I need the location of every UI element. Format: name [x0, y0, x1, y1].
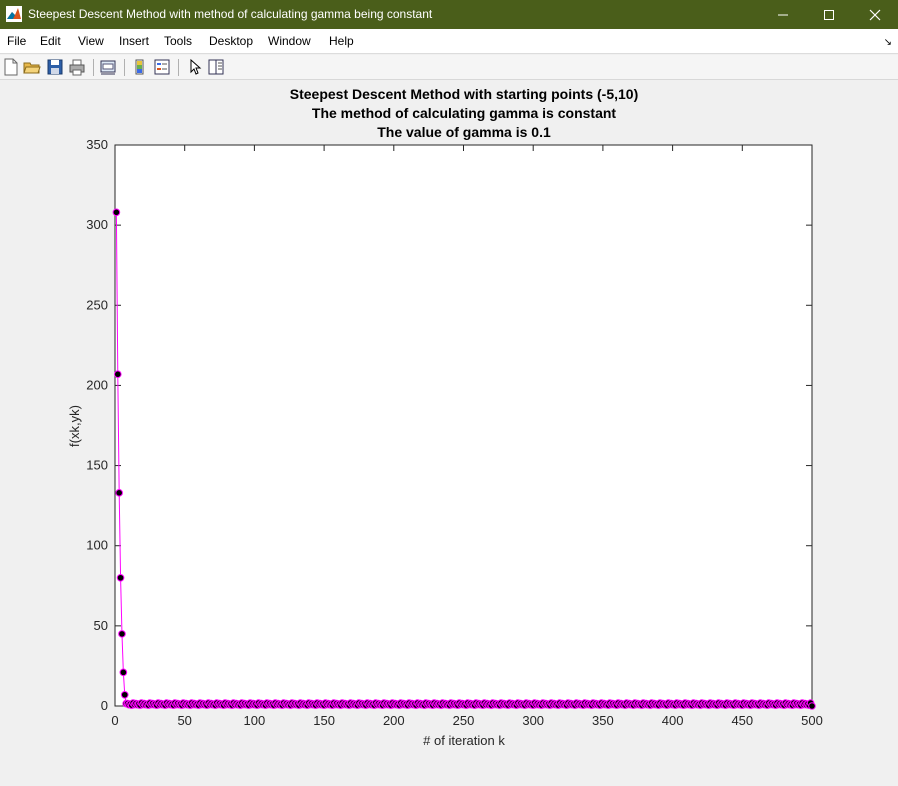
menu-help[interactable]: Help: [329, 34, 354, 48]
data-point: [112, 208, 121, 217]
minimize-button[interactable]: [760, 0, 806, 29]
y-tick-label: 350: [86, 137, 108, 152]
figure-canvas: Steepest Descent Method with starting po…: [0, 81, 898, 781]
menu-tools[interactable]: Tools: [164, 34, 193, 48]
menu-insert[interactable]: Insert: [119, 34, 150, 48]
data-point: [115, 489, 123, 497]
y-tick-label: 50: [94, 618, 108, 633]
x-tick-label: 450: [731, 713, 753, 728]
y-tick-label: 150: [86, 458, 108, 473]
print-button[interactable]: [68, 58, 86, 76]
x-tick-label: 300: [522, 713, 544, 728]
pointer-button[interactable]: [186, 58, 204, 76]
y-tick-label: 200: [86, 377, 108, 392]
menu-bar: File Edit View Insert Tools Desktop Wind…: [0, 29, 898, 54]
data-point: [119, 668, 128, 677]
x-tick-label: 250: [453, 713, 475, 728]
x-tick-label: 100: [244, 713, 266, 728]
menu-window[interactable]: Window: [268, 34, 311, 48]
x-tick-label: 150: [313, 713, 335, 728]
legend-button[interactable]: [153, 58, 171, 76]
dock-arrow-icon[interactable]: ↘: [883, 37, 892, 48]
series-markers: [112, 208, 816, 710]
figure-toolbar: [0, 55, 898, 80]
data-point: [116, 573, 125, 582]
menu-desktop[interactable]: Desktop: [209, 34, 254, 48]
data-point: [118, 630, 126, 638]
window-title: Steepest Descent Method with method of c…: [28, 7, 433, 21]
title-bar: Steepest Descent Method with method of c…: [0, 0, 898, 29]
pointer-icon: [190, 58, 202, 75]
legend-icon: [154, 59, 170, 75]
y-tick-label: 250: [86, 297, 108, 312]
maximize-icon: [824, 9, 834, 20]
save-button[interactable]: [46, 58, 64, 76]
data-point: [113, 370, 122, 379]
matlab-icon: [6, 6, 22, 22]
open-file-button[interactable]: [23, 58, 41, 76]
menu-file[interactable]: File: [7, 34, 27, 48]
new-figure-icon: [4, 58, 18, 76]
x-tick-label: 200: [383, 713, 405, 728]
axes-box: [114, 144, 813, 707]
property-inspector-icon: [208, 59, 224, 75]
plot-area[interactable]: Steepest Descent Method with starting po…: [0, 81, 898, 781]
menu-edit[interactable]: Edit: [40, 34, 61, 48]
x-tick-label: 0: [111, 713, 118, 728]
data-point: [808, 702, 816, 710]
y-axis-label: f(xk,yk): [67, 405, 82, 447]
data-point: [120, 690, 129, 699]
chart-title-line-1: Steepest Descent Method with starting po…: [290, 86, 639, 102]
y-ticks: 0 50 100 150 200 250 300 350: [86, 137, 812, 713]
property-inspector-button[interactable]: [207, 58, 225, 76]
link-plot-icon: [100, 60, 116, 75]
toolbar-separator: [124, 59, 125, 76]
chart-title-line-2: The method of calculating gamma is const…: [312, 105, 616, 121]
close-icon: [869, 9, 881, 20]
x-axis-label: # of iteration k: [423, 733, 505, 748]
x-tick-label: 500: [801, 713, 823, 728]
save-icon: [47, 59, 63, 75]
y-tick-label: 300: [86, 217, 108, 232]
x-tick-label: 400: [662, 713, 684, 728]
toolbar-separator: [93, 59, 94, 76]
new-figure-button[interactable]: [2, 58, 20, 76]
close-button[interactable]: [852, 0, 898, 29]
toolbar-separator: [178, 59, 179, 76]
x-ticks: 0 50 100 150 200 250 300 350 400 450 500: [111, 145, 823, 728]
y-tick-label: 100: [86, 538, 108, 553]
colorbar-button[interactable]: [131, 58, 149, 76]
menu-view[interactable]: View: [78, 34, 104, 48]
colorbar-icon: [135, 59, 144, 75]
maximize-button[interactable]: [806, 0, 852, 29]
link-plot-button[interactable]: [99, 58, 117, 76]
minimize-icon: [778, 14, 788, 15]
print-icon: [69, 59, 85, 76]
chart-title-line-3: The value of gamma is 0.1: [377, 124, 551, 140]
x-tick-label: 50: [177, 713, 191, 728]
x-tick-label: 350: [592, 713, 614, 728]
open-file-icon: [23, 62, 41, 74]
y-tick-label: 0: [101, 698, 108, 713]
